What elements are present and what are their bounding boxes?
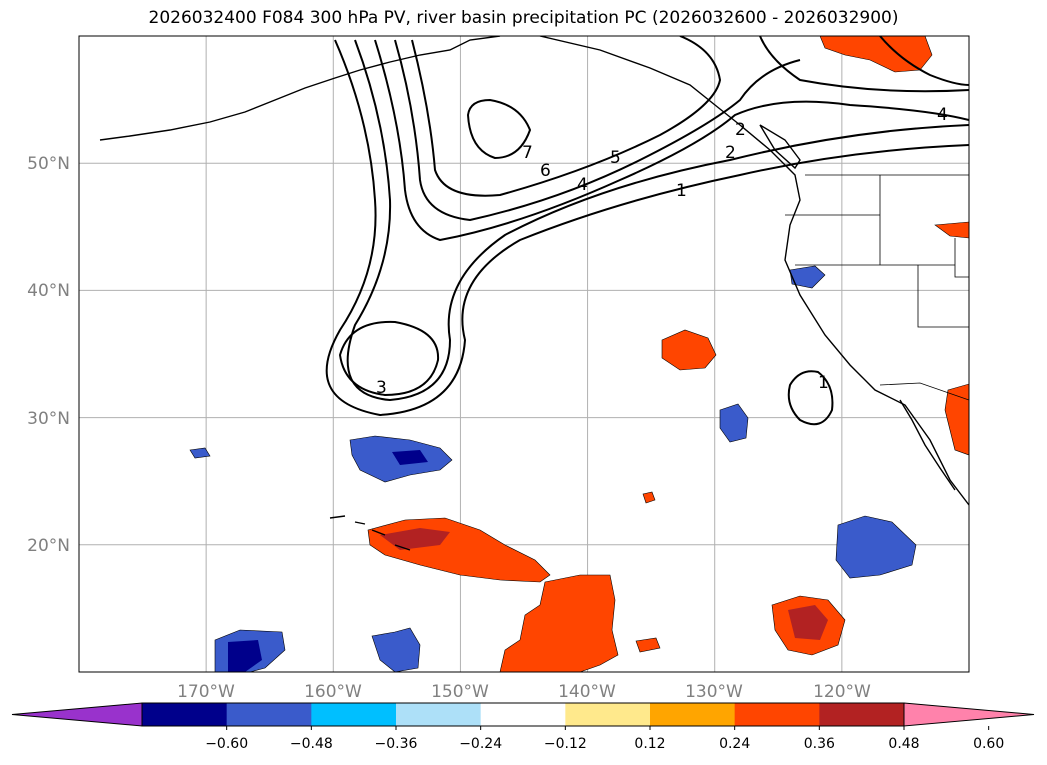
pv-contour-3 bbox=[338, 320, 440, 397]
lon-label-150w: 150°W bbox=[431, 682, 489, 702]
pv-contour-7 bbox=[466, 98, 532, 160]
colorbar-tick-label: 0.24 bbox=[719, 736, 750, 752]
colorbar-tick-label: −0.24 bbox=[459, 736, 502, 752]
colorbar-bin bbox=[650, 703, 736, 726]
alaska-coast bbox=[99, 36, 501, 141]
colorbar-tick-label: 0.12 bbox=[634, 736, 665, 752]
pv-label-2b: 2 bbox=[735, 120, 746, 140]
lat-label-20: 20°N bbox=[27, 536, 70, 556]
colorbar-outline bbox=[141, 702, 905, 727]
colorbar-tick-label: −0.12 bbox=[544, 736, 587, 752]
colorbar-tick-label: 0.36 bbox=[804, 736, 835, 752]
precip-region-east-north bbox=[934, 221, 969, 239]
gridlines bbox=[79, 36, 969, 672]
lon-label-130w: 130°W bbox=[685, 682, 743, 702]
political-boundaries bbox=[785, 174, 969, 401]
colorbar-bin bbox=[819, 703, 905, 726]
colorbar-tick-label: 0.48 bbox=[888, 736, 919, 752]
north-america-coast bbox=[539, 36, 969, 506]
pv-label-7: 7 bbox=[522, 143, 533, 163]
colorbar-bin bbox=[226, 703, 312, 726]
pv-contour-2 bbox=[346, 39, 969, 402]
precip-region-ne-corner bbox=[819, 36, 933, 73]
precip-region-blue-coast bbox=[789, 265, 826, 289]
precip-region-blue-se bbox=[835, 515, 917, 579]
lon-label-160w: 160°W bbox=[304, 682, 362, 702]
precip-negative-regions bbox=[189, 265, 917, 672]
pv-label-4b: 4 bbox=[937, 105, 948, 125]
precip-region-blue-small bbox=[371, 627, 421, 672]
pv-contour-4 bbox=[374, 39, 969, 242]
map-title: 2026032400 F084 300 hPa PV, river basin … bbox=[148, 8, 899, 28]
pv-contour-9 bbox=[759, 36, 969, 93]
colorbar-bin bbox=[734, 703, 820, 726]
colorbar-tick-label: 0.60 bbox=[973, 736, 1004, 752]
colorbar-bin bbox=[142, 703, 228, 726]
colorbar-bin bbox=[565, 703, 651, 726]
colorbar-bin bbox=[396, 703, 482, 726]
precip-region-blue-east bbox=[719, 403, 749, 443]
lat-label-30: 30°N bbox=[27, 409, 70, 429]
precip-region-hawaii-core bbox=[380, 528, 450, 550]
lat-label-40: 40°N bbox=[27, 281, 70, 301]
colorbar-extend-high bbox=[903, 702, 1035, 727]
precip-region-east-edge bbox=[944, 383, 969, 456]
pv-label-4: 4 bbox=[577, 175, 588, 195]
colorbar-tick-label: −0.36 bbox=[375, 736, 418, 752]
pv-contour-labels: 7 6 5 4 3 2 1 1 2 4 bbox=[376, 105, 948, 398]
precip-region-west-blue-core bbox=[392, 450, 428, 465]
colorbar-tick-label: −0.48 bbox=[290, 736, 333, 752]
pv-label-5: 5 bbox=[610, 148, 621, 168]
pv-contours bbox=[325, 36, 969, 426]
hawaii-islands bbox=[329, 515, 411, 551]
pv-label-1b: 1 bbox=[818, 373, 829, 393]
precip-region-se-core bbox=[788, 605, 828, 640]
colorbar-labels: −0.60 −0.48 −0.36 −0.24 −0.12 0.12 0.24 0.36 0.4… bbox=[205, 726, 1004, 752]
precip-region-mid bbox=[661, 329, 717, 371]
pv-contour-10 bbox=[879, 36, 969, 86]
colorbar-extend-low bbox=[11, 702, 143, 727]
lon-label-140w: 140°W bbox=[558, 682, 616, 702]
precip-positive-regions bbox=[367, 36, 969, 672]
precip-region-small-2 bbox=[635, 637, 661, 653]
pv-label-6: 6 bbox=[540, 161, 551, 181]
pv-contour-6 bbox=[411, 36, 722, 197]
baja-coast bbox=[899, 399, 956, 491]
state-lines bbox=[785, 175, 969, 328]
colorbar bbox=[11, 702, 1035, 727]
precip-region-south-central bbox=[499, 574, 619, 672]
pv-contour-5 bbox=[394, 39, 801, 222]
pv-contour-1 bbox=[325, 39, 969, 417]
pv-label-2: 2 bbox=[725, 143, 736, 163]
plot-frame bbox=[78, 35, 970, 673]
colorbar-bin bbox=[480, 703, 566, 726]
lat-label-50: 50°N bbox=[27, 154, 70, 174]
lon-label-170w: 170°W bbox=[177, 682, 235, 702]
precip-region-small bbox=[642, 491, 656, 504]
coastlines bbox=[99, 36, 969, 551]
latitude-labels: 20°N 30°N 40°N 50°N bbox=[27, 154, 70, 556]
colorbar-tick-label: −0.60 bbox=[205, 736, 248, 752]
pv-label-1: 1 bbox=[676, 181, 687, 201]
us-mexico-border bbox=[879, 382, 969, 401]
precip-region-sw-blue-core bbox=[228, 640, 262, 672]
colorbar-bin bbox=[311, 703, 397, 726]
precip-region-blue-tiny bbox=[189, 447, 211, 459]
pv-label-3: 3 bbox=[376, 378, 387, 398]
pv-contour-8 bbox=[787, 370, 834, 426]
lon-label-120w: 120°W bbox=[813, 682, 871, 702]
longitude-labels: 170°W 160°W 150°W 140°W 130°W 120°W bbox=[177, 682, 871, 702]
